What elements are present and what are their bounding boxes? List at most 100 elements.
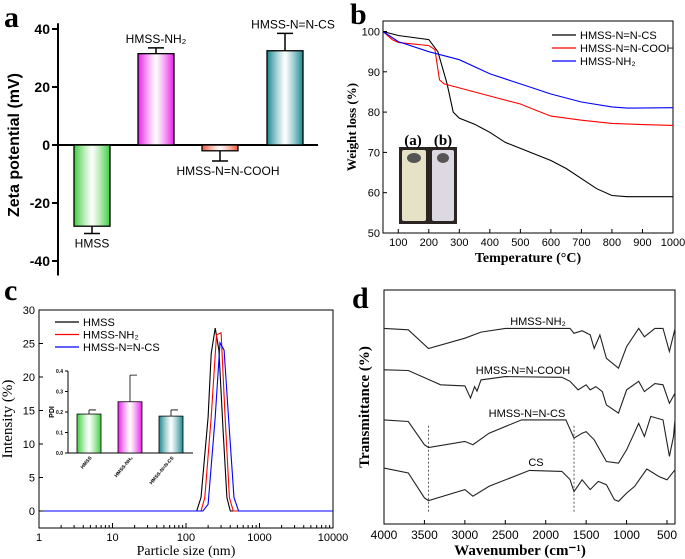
x-tick-label: 2500 [492,528,519,542]
panel-label-a: a [4,1,19,34]
legend-label: HMSS-N=N-CS [83,342,160,354]
x-tick-label: 1000 [613,528,640,542]
y-tick-label: 0 [42,137,50,153]
series-line [383,415,676,464]
x-tick-label: 4000 [371,528,398,542]
series-label: CS [528,457,543,469]
x-axis-label: Temperature (°C) [475,251,582,266]
bar [201,144,239,152]
x-tick-label: 300 [450,237,468,249]
x-tick-label: 100 [389,237,407,249]
cuvette-b-cap [437,153,449,163]
error-bar [277,32,293,51]
bar-label: HMSS [75,236,110,250]
series-line [383,327,676,370]
x-tick-label: 3500 [411,528,438,542]
inset-y-tick-label: 0.1 [56,431,63,437]
cuvette-a-cap [407,153,421,163]
zeta-chart: -40 -20 0 20 40 Zeta potential (mV) HMSS HMSS-N… [6,17,335,276]
inset-label-a: (a) [404,133,422,149]
y-axis-label: Transmittance (%) [357,346,373,468]
series-line [39,340,333,512]
x-tick-label: 1500 [573,528,600,542]
inset-y-axis-label: PDI [49,406,56,418]
x-tick-label: 100 [177,532,195,544]
x-tick-label: 2000 [532,528,559,542]
y-tick-label: 100 [362,27,380,39]
bar-label: HMSS-N=N-COOH [176,164,279,178]
legend-label: HMSS-N=N-COOH [580,43,674,55]
y-tick-label: 25 [23,339,35,351]
series-line [383,467,676,502]
tga-chart: 100 200 300 400 500 600 700 800 900 1000 50 60 70 80 9… [344,20,685,266]
x-tick-label: 3000 [452,528,479,542]
x-tick-label: 500 [657,528,677,542]
x-tick-label: 1000 [661,237,685,249]
series-line [382,30,673,198]
cuvette-b [432,150,454,221]
error-bar [148,47,164,54]
ftir-chart: 4000 3500 3000 2500 2000 1500 1000 500 Wavenumbe… [357,289,677,559]
x-axis-label: Particle size (nm) [137,544,236,559]
inset-bar [76,413,102,454]
inset-label-b: (b) [434,133,452,149]
legend-label: HMSS [83,317,115,329]
bar [137,53,175,146]
series-line [39,328,333,512]
cuvette-photo [399,147,457,224]
x-tick-label: 400 [481,237,499,249]
x-tick-label: 10000 [318,532,349,544]
pdi-inset-chart: 0.0 0.1 0.2 0.3 0.4 PDI HMSS HMSS-NH₂ HMSS-N=N-C… [49,369,193,486]
x-tick-label: 10 [106,532,118,544]
series-label: HMSS-N=N-COOH [476,365,570,377]
inset-x-tick-label: HMSS-NH₂ [114,455,135,478]
bar [73,144,111,227]
y-tick-label: 80 [368,107,380,119]
y-axis-label: Zeta potential (mV) [6,73,23,217]
y-tick-label: 90 [368,67,380,79]
cuvette-a [402,150,426,221]
x-tick-label: 1000 [247,532,271,544]
y-axis-label: Intensity (%) [0,380,16,459]
y-tick-label: 20 [34,79,50,95]
inset-bar [158,415,184,454]
y-tick-label: -40 [30,253,50,269]
x-tick-label: 900 [633,237,651,249]
panel-label-d: d [352,282,369,315]
y-tick-label: 20 [23,372,35,384]
y-tick-label: 5 [29,473,35,485]
inset-x-tick-label: HMSS [80,455,94,470]
y-tick-label: 40 [34,21,50,37]
panel-label-c: c [4,274,17,307]
y-tick-label: 15 [23,406,35,418]
y-tick-label: 10 [23,439,35,451]
plot-frame [383,289,676,525]
y-tick-label: 50 [368,228,380,240]
x-tick-label: 700 [572,237,590,249]
y-tick-label: -20 [30,195,50,211]
inset-y-tick-label: 0.2 [56,410,63,416]
series-line [382,31,674,126]
bar [266,50,304,146]
x-tick-label: 200 [420,237,438,249]
series-line [382,31,674,109]
panel-label-b: b [350,0,367,31]
y-tick-label: 70 [368,147,380,159]
x-axis-label: Wavenumber (cm⁻¹) [454,543,586,559]
x-tick-label: 500 [511,237,529,249]
y-axis-label: Weight loss (%) [344,83,359,171]
inset-error-bar [170,409,178,417]
y-tick-label: 0 [29,506,35,518]
inset-y-tick-label: 0.0 [56,451,63,457]
plot-frame [382,20,674,234]
x-tick-label: 1 [36,532,42,544]
error-bar [84,226,100,235]
inset-y-tick-label: 0.3 [56,390,63,396]
y-tick-label: 30 [23,305,35,317]
inset-error-bar [129,374,137,402]
legend-label: HMSS-N=N-CS [580,30,657,42]
series-label: HMSS-NH₂ [510,316,566,328]
inset-bar [117,401,143,454]
inset-error-bar [88,409,96,415]
inset-y-tick-label: 0.4 [56,369,63,375]
